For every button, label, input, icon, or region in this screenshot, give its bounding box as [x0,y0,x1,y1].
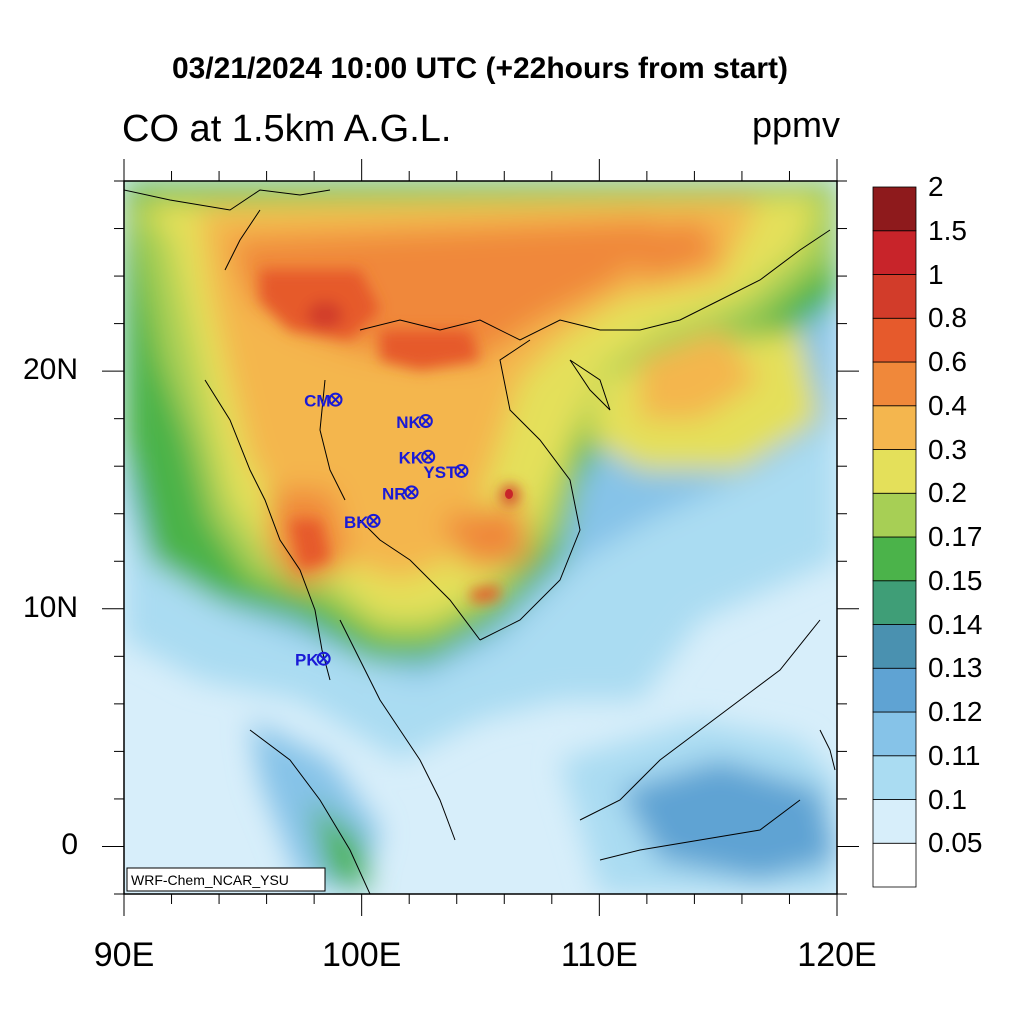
colorbar-swatch [872,405,917,450]
station-symbol-icon [421,449,436,464]
station-label: CM [304,392,330,411]
colorbar-level-label: 0.6 [928,346,967,377]
lon-tick-label: 100E [321,936,402,974]
colorbar-swatch [872,449,917,494]
station-label: NK [396,413,421,432]
colorbar-level-label: 0.15 [928,564,983,596]
station-marker-cm: CM [304,392,343,411]
colorbar-swatch [872,274,917,319]
colorbar-level-label: 1.5 [928,214,967,246]
station-cross [423,451,433,462]
colorbar-level-label: 0.1 [928,783,967,815]
colorbar-level-label: 2 [928,171,944,202]
lon-tick-label: 120E [797,936,877,974]
colorbar-swatch [872,492,917,538]
station-symbol-icon [404,485,419,500]
station-marker-bk: BK [344,513,381,532]
station-cross [456,466,467,476]
station-label: NR [382,484,407,503]
station-symbol-icon [366,513,381,528]
colorbar-level-label: 0.3 [928,433,967,465]
station-label: BK [344,513,369,532]
colorbar-swatch [872,580,917,625]
colorbar-level-label: 1 [928,258,944,290]
lat-tick-label: 0 [61,828,78,862]
map-title: 03/21/2024 10:00 UTC (+22hours from star… [171,52,789,85]
station-symbol-icon [454,463,469,478]
station-cross [318,654,329,664]
variable-title: CO at 1.5km A.G.L. [122,108,452,150]
colorbar-swatch [872,711,917,757]
colorbar-swatch [872,799,917,844]
colorbar-swatch [872,536,917,582]
colorbar [872,186,917,888]
colorbar-swatch [872,186,917,232]
colorbar-swatch [872,230,917,275]
colorbar-level-label: 0.2 [928,477,967,509]
lat-tick-label: 20N [22,353,78,387]
station-symbol-icon [328,392,343,407]
colorbar-swatch [872,842,917,888]
colorbar-swatch [872,361,917,407]
station-marker-yst: YST [423,463,469,482]
map-frame [123,180,838,895]
colorbar-swatch [872,317,917,363]
axis-ticks [102,159,859,916]
co-concentration-field [124,181,837,894]
station-symbol-icon [418,414,433,429]
colorbar-level-label: 0.11 [928,739,981,771]
watermark-box [126,867,326,892]
colorbar-swatch [872,624,917,669]
colorbar-level-label: 0.17 [928,521,983,552]
station-cross [406,487,417,498]
station-marker-kk: KK [399,449,436,468]
colorbar-swatch [872,667,917,713]
colorbar-level-label: 0.13 [928,652,983,684]
colorbar-level-label: 0.14 [928,608,983,640]
watermark-text: WRF-Chem_NCAR_YSU [131,872,289,888]
colorbar-level-label: 0.4 [928,389,967,421]
station-marker-nk: NK [396,413,433,432]
lon-tick-label: 110E [560,936,638,974]
coastlines [124,189,836,894]
lat-tick-label: 10N [22,590,78,624]
station-label: KK [399,449,424,468]
station-cross [330,394,341,405]
colorbar-level-label: 0.05 [928,827,983,859]
station-label: YST [423,463,457,482]
station-marker-nr: NR [382,484,419,503]
colorbar-swatch [872,755,917,800]
lon-tick-label: 90E [93,936,155,974]
station-symbol-icon [316,651,331,666]
station-marker-pk: PK [295,651,331,670]
station-cross [368,516,379,526]
units-label: ppmv [751,104,840,145]
station-label: PK [295,651,319,670]
station-cross [421,416,431,426]
colorbar-level-label: 0.12 [928,696,983,727]
colorbar-level-label: 0.8 [928,302,967,334]
